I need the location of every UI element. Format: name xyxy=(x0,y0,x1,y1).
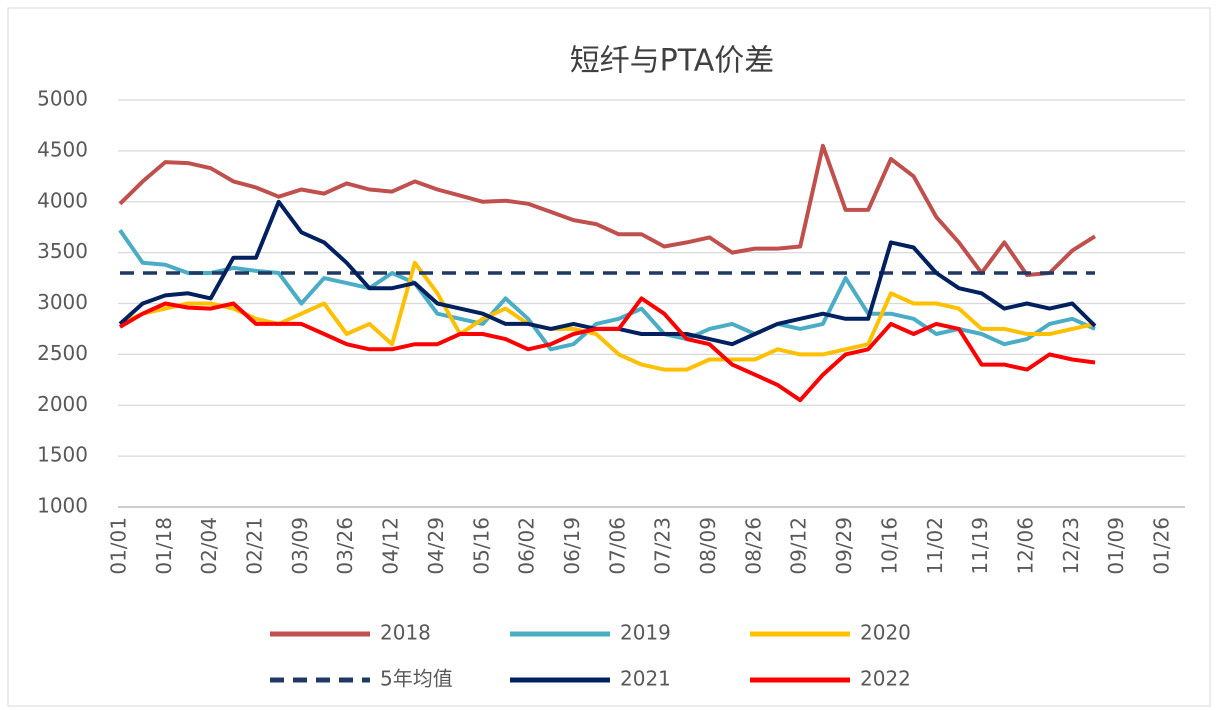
legend-label: 2018 xyxy=(380,621,431,645)
x-tick-label: 12/23 xyxy=(1059,517,1083,575)
x-tick-label: 12/06 xyxy=(1013,517,1037,575)
y-tick-label: 2500 xyxy=(37,341,88,365)
chart-title: 短纤与PTA价差 xyxy=(570,44,775,79)
x-tick-label: 02/21 xyxy=(243,517,267,575)
x-tick-label: 06/19 xyxy=(560,517,584,575)
x-tick-label: 07/23 xyxy=(651,517,675,575)
y-tick-label: 2000 xyxy=(37,392,88,416)
y-tick-label: 3000 xyxy=(37,290,88,314)
x-tick-label: 11/19 xyxy=(968,517,992,575)
legend-label: 2022 xyxy=(860,667,911,691)
x-tick-label: 09/12 xyxy=(787,517,811,575)
series-line xyxy=(118,143,1097,277)
x-tick-label: 10/16 xyxy=(877,517,901,575)
y-tick-label: 3500 xyxy=(37,239,88,263)
y-tick-label: 4500 xyxy=(37,137,88,161)
x-tick-label: 03/09 xyxy=(288,517,312,575)
y-tick-label: 1000 xyxy=(37,494,88,518)
x-tick-label: 01/01 xyxy=(107,517,131,575)
legend-label: 2019 xyxy=(620,621,671,645)
x-tick-label: 02/04 xyxy=(197,517,221,575)
x-tick-label: 04/29 xyxy=(424,517,448,575)
legend-label: 5年均值 xyxy=(380,667,453,691)
x-tick-label: 05/16 xyxy=(469,517,493,575)
x-tick-label: 06/02 xyxy=(515,517,539,575)
x-tick-label: 04/12 xyxy=(379,517,403,575)
legend-label: 2020 xyxy=(860,621,911,645)
x-tick-label: 07/06 xyxy=(605,517,629,575)
y-tick-label: 5000 xyxy=(37,87,88,111)
series-line xyxy=(118,296,1096,403)
x-tick-label: 01/18 xyxy=(152,517,176,575)
chart-frame xyxy=(7,7,1211,707)
x-tick-label: 09/29 xyxy=(832,517,856,575)
x-tick-label: 01/09 xyxy=(1104,517,1128,575)
y-tick-label: 1500 xyxy=(37,443,88,467)
y-tick-label: 4000 xyxy=(37,188,88,212)
x-tick-label: 01/26 xyxy=(1150,517,1174,575)
legend-label: 2021 xyxy=(620,667,671,691)
x-tick-label: 08/09 xyxy=(696,517,720,575)
x-tick-label: 03/26 xyxy=(333,517,357,575)
x-tick-label: 11/02 xyxy=(923,517,947,575)
x-tick-label: 08/26 xyxy=(741,517,765,575)
series-line xyxy=(118,229,1096,352)
